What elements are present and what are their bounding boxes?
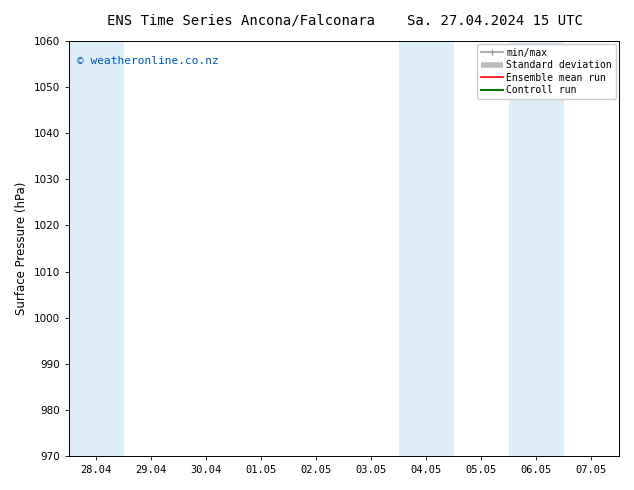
Y-axis label: Surface Pressure (hPa): Surface Pressure (hPa) xyxy=(15,182,28,315)
Bar xyxy=(69,41,124,456)
Text: © weatheronline.co.nz: © weatheronline.co.nz xyxy=(77,55,219,66)
Text: ENS Time Series Ancona/Falconara: ENS Time Series Ancona/Falconara xyxy=(107,14,375,28)
Text: Sa. 27.04.2024 15 UTC: Sa. 27.04.2024 15 UTC xyxy=(406,14,583,28)
Bar xyxy=(399,41,454,456)
Legend: min/max, Standard deviation, Ensemble mean run, Controll run: min/max, Standard deviation, Ensemble me… xyxy=(477,44,616,99)
Bar xyxy=(509,41,564,456)
